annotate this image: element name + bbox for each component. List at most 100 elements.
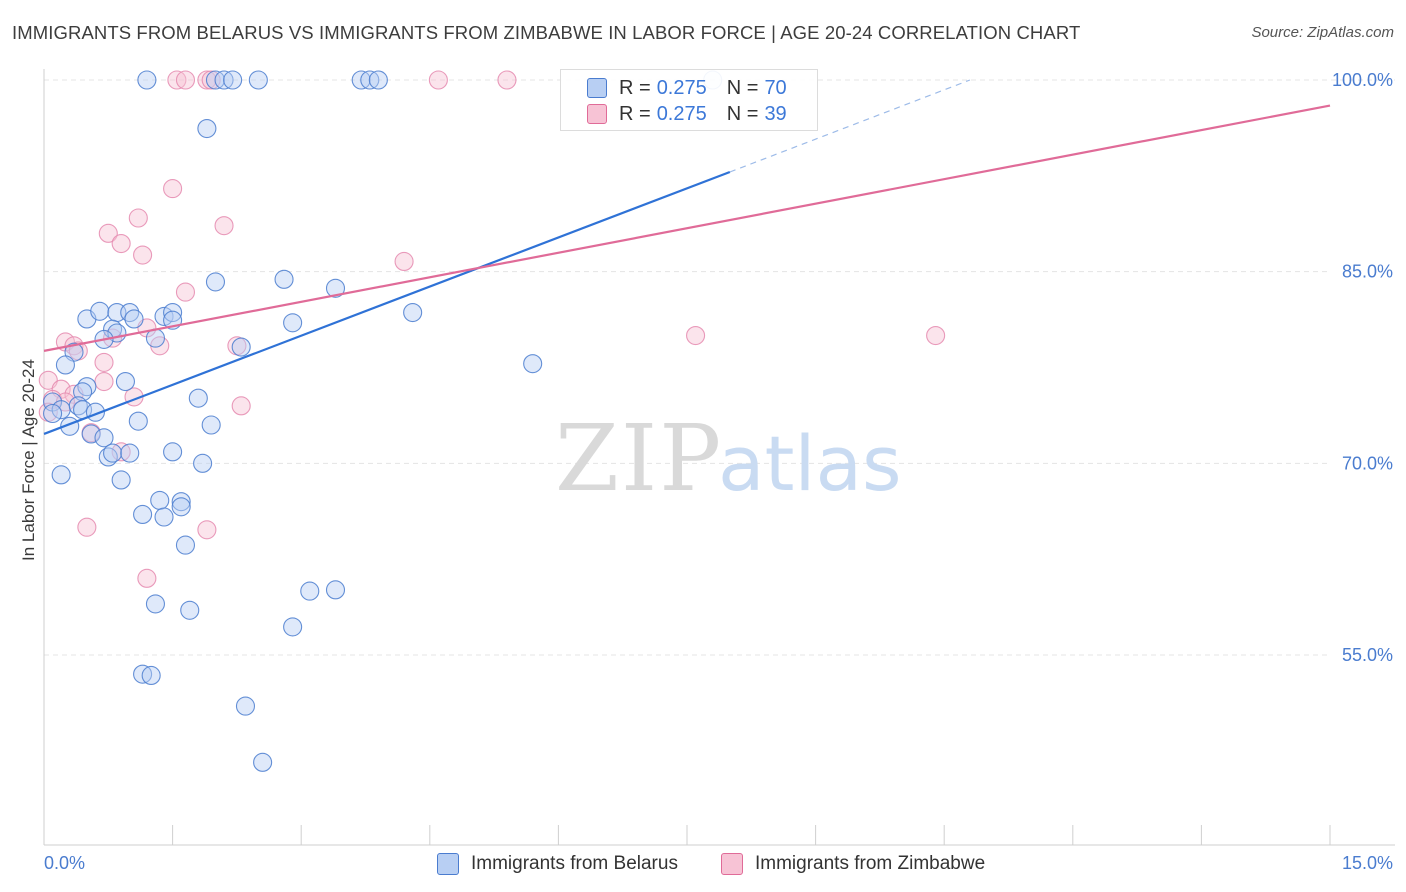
legend-n-label: N = xyxy=(726,76,759,99)
point-belarus xyxy=(150,490,170,510)
point-zimbabwe xyxy=(175,70,196,90)
point-belarus xyxy=(403,303,423,323)
point-zimbabwe xyxy=(497,70,517,90)
point-belarus xyxy=(231,337,251,357)
point-belarus xyxy=(325,278,346,298)
point-belarus xyxy=(81,424,101,444)
legend-r-value-zimbabwe: 0.275 xyxy=(656,102,707,125)
legend-r-value-belarus: 0.275 xyxy=(656,76,707,99)
bottom-legend-belarus: Immigrants from Belarus xyxy=(437,851,678,877)
legend-swatch-zimbabwe xyxy=(587,104,607,124)
point-belarus xyxy=(235,696,256,716)
watermark: ZIP atlas xyxy=(555,405,902,512)
point-belarus xyxy=(90,301,110,321)
point-belarus xyxy=(120,443,140,463)
point-belarus xyxy=(137,70,157,90)
point-belarus xyxy=(163,303,183,323)
legend-row-zimbabwe: R = 0.275 N = 39 xyxy=(587,102,787,126)
point-zimbabwe xyxy=(94,352,114,372)
y-tick-label: 85.0% xyxy=(1342,262,1393,282)
point-belarus xyxy=(94,428,114,448)
legend-stats: R = 0.275 N = 70 R = 0.275 N = 39 xyxy=(560,69,818,131)
point-zimbabwe xyxy=(128,208,148,228)
point-zimbabwe xyxy=(428,70,448,90)
trendline-belarus xyxy=(43,170,731,435)
tick-labels: 55.0% 70.0% 85.0% 100.0% 0.0% 15.0% xyxy=(44,70,1393,873)
point-belarus xyxy=(188,388,208,408)
series-zimbabwe-points xyxy=(38,70,946,588)
point-belarus xyxy=(180,600,200,620)
point-zimbabwe xyxy=(175,282,196,302)
point-belarus xyxy=(325,580,346,600)
point-zimbabwe xyxy=(231,396,251,416)
point-belarus xyxy=(253,752,273,772)
series-belarus-points xyxy=(43,70,723,772)
point-belarus xyxy=(274,269,294,289)
grid-lines xyxy=(44,79,1395,656)
point-belarus xyxy=(171,492,191,512)
watermark-zip: ZIP xyxy=(555,405,723,512)
point-belarus xyxy=(154,507,174,527)
point-belarus xyxy=(193,453,213,473)
point-belarus xyxy=(55,355,75,375)
point-belarus xyxy=(248,70,268,90)
bottom-legend-swatch-zimbabwe xyxy=(721,853,743,875)
point-belarus xyxy=(223,70,243,90)
source-label: Source: ZipAtlas.com xyxy=(1251,24,1394,41)
watermark-atlas: atlas xyxy=(718,419,902,508)
point-zimbabwe xyxy=(197,520,217,540)
point-belarus xyxy=(197,119,217,139)
point-belarus xyxy=(163,442,183,462)
point-belarus xyxy=(300,581,320,601)
bottom-legend-label-zimbabwe: Immigrants from Zimbabwe xyxy=(755,853,986,874)
point-belarus xyxy=(283,617,303,637)
point-zimbabwe xyxy=(133,245,153,265)
legend-n-value-belarus: 70 xyxy=(764,76,787,99)
bottom-legend-zimbabwe: Immigrants from Zimbabwe xyxy=(721,851,985,877)
point-zimbabwe xyxy=(98,223,118,243)
point-belarus xyxy=(111,470,131,490)
bottom-legend-swatch-belarus xyxy=(437,853,459,875)
point-zimbabwe xyxy=(686,326,706,346)
legend-n-label: N = xyxy=(726,102,759,125)
point-zimbabwe xyxy=(94,372,114,392)
point-zimbabwe xyxy=(163,179,183,199)
legend-swatch-belarus xyxy=(587,78,607,98)
point-zimbabwe xyxy=(394,251,414,271)
point-zimbabwe xyxy=(214,216,234,236)
legend-n-value-zimbabwe: 39 xyxy=(764,102,787,125)
bottom-legend-label-belarus: Immigrants from Belarus xyxy=(471,853,678,874)
point-belarus xyxy=(115,372,135,392)
axes xyxy=(43,69,1395,846)
point-belarus xyxy=(171,497,191,517)
legend-r-label: R = xyxy=(619,76,651,99)
point-belarus xyxy=(124,309,144,329)
y-tick-label: 70.0% xyxy=(1342,453,1393,473)
legend-r-label: R = xyxy=(619,102,651,125)
trendline-belarus-extension xyxy=(729,79,971,173)
point-belarus xyxy=(205,272,226,292)
point-belarus xyxy=(128,411,148,431)
point-belarus xyxy=(103,443,123,463)
y-tick-label: 55.0% xyxy=(1342,645,1393,665)
point-zimbabwe xyxy=(111,234,131,254)
point-belarus xyxy=(283,313,303,333)
x-tick-label-max: 15.0% xyxy=(1342,853,1393,873)
point-belarus xyxy=(523,354,543,374)
point-belarus xyxy=(145,594,166,614)
trendlines xyxy=(43,79,1331,435)
point-zimbabwe xyxy=(77,517,97,537)
point-zimbabwe xyxy=(926,326,946,346)
y-axis-label: In Labor Force | Age 20-24 xyxy=(19,359,38,561)
point-belarus xyxy=(43,403,63,424)
chart-title: IMMIGRANTS FROM BELARUS VS IMMIGRANTS FR… xyxy=(12,22,1081,43)
point-belarus xyxy=(175,535,196,555)
x-tick-label-min: 0.0% xyxy=(44,853,85,873)
point-belarus xyxy=(133,504,153,524)
point-belarus xyxy=(51,465,71,485)
y-tick-label: 100.0% xyxy=(1332,70,1393,90)
point-zimbabwe xyxy=(137,568,157,588)
legend-row-belarus: R = 0.275 N = 70 xyxy=(587,76,787,100)
point-belarus xyxy=(201,415,221,435)
